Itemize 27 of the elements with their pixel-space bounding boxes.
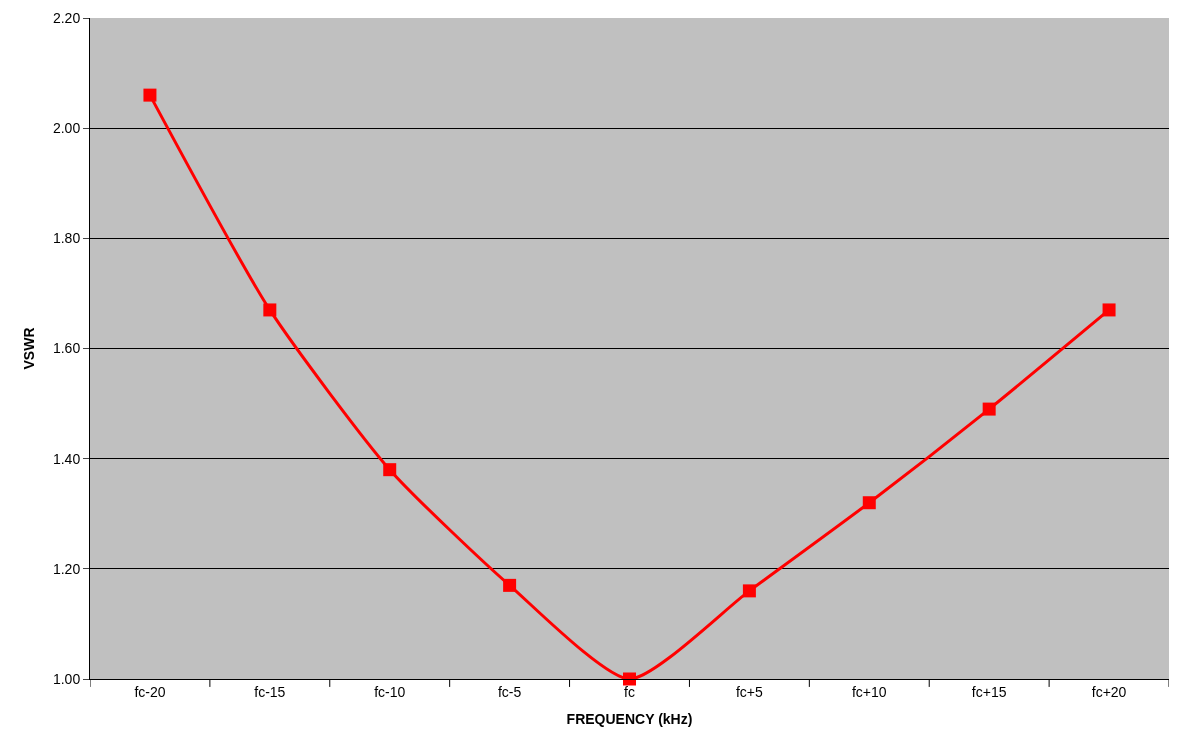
y-tick-label: 1.00	[52, 670, 81, 687]
y-tick-label: 1.40	[52, 450, 81, 467]
x-axis-title: FREQUENCY (kHz)	[566, 711, 693, 728]
y-axis-title: VSWR	[20, 327, 37, 370]
point	[143, 88, 157, 102]
point	[982, 402, 996, 416]
point	[862, 496, 876, 510]
x-tick-label: fc-15	[254, 683, 286, 700]
point	[742, 584, 756, 598]
point	[383, 463, 397, 477]
x-tick-label: fc+20	[1091, 683, 1127, 700]
x-tick-label: fc+5	[735, 683, 764, 700]
x-tick-label: fc+15	[971, 683, 1007, 700]
point	[623, 672, 636, 686]
point	[263, 303, 277, 317]
x-tick-label: fc-5	[497, 683, 522, 700]
y-tick-label: 1.20	[52, 560, 81, 577]
point	[503, 578, 517, 592]
point	[1102, 303, 1116, 317]
y-tick-label: 2.00	[52, 120, 81, 137]
y-tick-label: 1.80	[52, 230, 81, 247]
x-tick-label: fc	[624, 683, 635, 700]
x-tick-label: fc-10	[374, 683, 406, 700]
y-tick-label: 1.60	[52, 340, 81, 357]
y-tick-label: 2.20	[52, 9, 81, 26]
x-tick-label: fc-20	[134, 683, 166, 700]
x-tick-label: fc+10	[851, 683, 887, 700]
